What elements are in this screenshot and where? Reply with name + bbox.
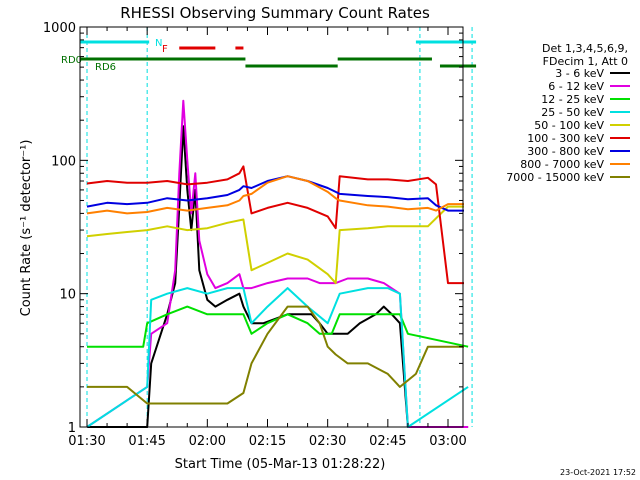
y-axis-label: Count Rate (s⁻¹ detector⁻¹): [19, 140, 34, 317]
legend-label-2: 12 - 25 keV: [541, 93, 604, 106]
legend-label-7: 800 - 7000 keV: [520, 158, 604, 171]
plot-area: NF RD0 RD6: [61, 27, 477, 428]
series-line-8: [87, 305, 464, 405]
series-line-4: [86, 205, 464, 285]
status-label-n: N: [155, 38, 162, 49]
chart-title: RHESSI Observing Summary Count Rates: [120, 4, 430, 22]
x-tick-label-0: 01:30: [68, 434, 105, 449]
axes: 1 10 100 1000 01:30 01:45 02:00 02:15 02:30 02:45…: [43, 21, 467, 449]
x-tick-label-2: 02:00: [189, 434, 226, 449]
series-line-7: [86, 175, 464, 215]
legend-label-6: 300 - 800 keV: [527, 145, 604, 158]
timestamp: 23-Oct-2021 17:52: [560, 468, 636, 477]
legend: Det 1,3,4,5,6,9, FDecim 1, Att 0 3 - 6 k…: [506, 42, 630, 184]
legend-label-5: 100 - 300 keV: [527, 132, 604, 145]
x-axis-label: Start Time (05-Mar-13 01:28:22): [175, 457, 386, 472]
legend-label-1: 6 - 12 keV: [548, 80, 604, 93]
y-tick-label-0: 1: [68, 421, 76, 436]
series-line-1: [86, 99, 469, 428]
status-label-rd6: RD6: [95, 62, 116, 73]
y-tick-label-1: 10: [59, 288, 76, 303]
x-tick-label-4: 02:30: [309, 434, 346, 449]
legend-header-line-2: FDecim 1, Att 0: [543, 55, 628, 68]
legend-header-line-1: Det 1,3,4,5,6,9,: [542, 42, 628, 55]
legend-label-0: 3 - 6 keV: [555, 67, 604, 80]
legend-label-3: 25 - 50 keV: [541, 106, 604, 119]
status-label-rd0: RD0: [61, 55, 82, 66]
series-line-5: [86, 165, 464, 285]
status-label-f: F: [162, 44, 168, 55]
legend-label-4: 50 - 100 keV: [534, 119, 604, 132]
legend-label-8: 7000 - 15000 keV: [506, 171, 604, 184]
series-line-3: [86, 287, 469, 428]
x-tick-label-6: 03:00: [429, 434, 466, 449]
y-tick-label-2: 100: [51, 154, 76, 169]
x-tick-label-5: 02:45: [369, 434, 406, 449]
x-tick-label-1: 01:45: [128, 434, 165, 449]
plot-frame: [79, 26, 464, 428]
y-tick-label-3: 1000: [43, 21, 76, 36]
x-tick-label-3: 02:15: [249, 434, 286, 449]
